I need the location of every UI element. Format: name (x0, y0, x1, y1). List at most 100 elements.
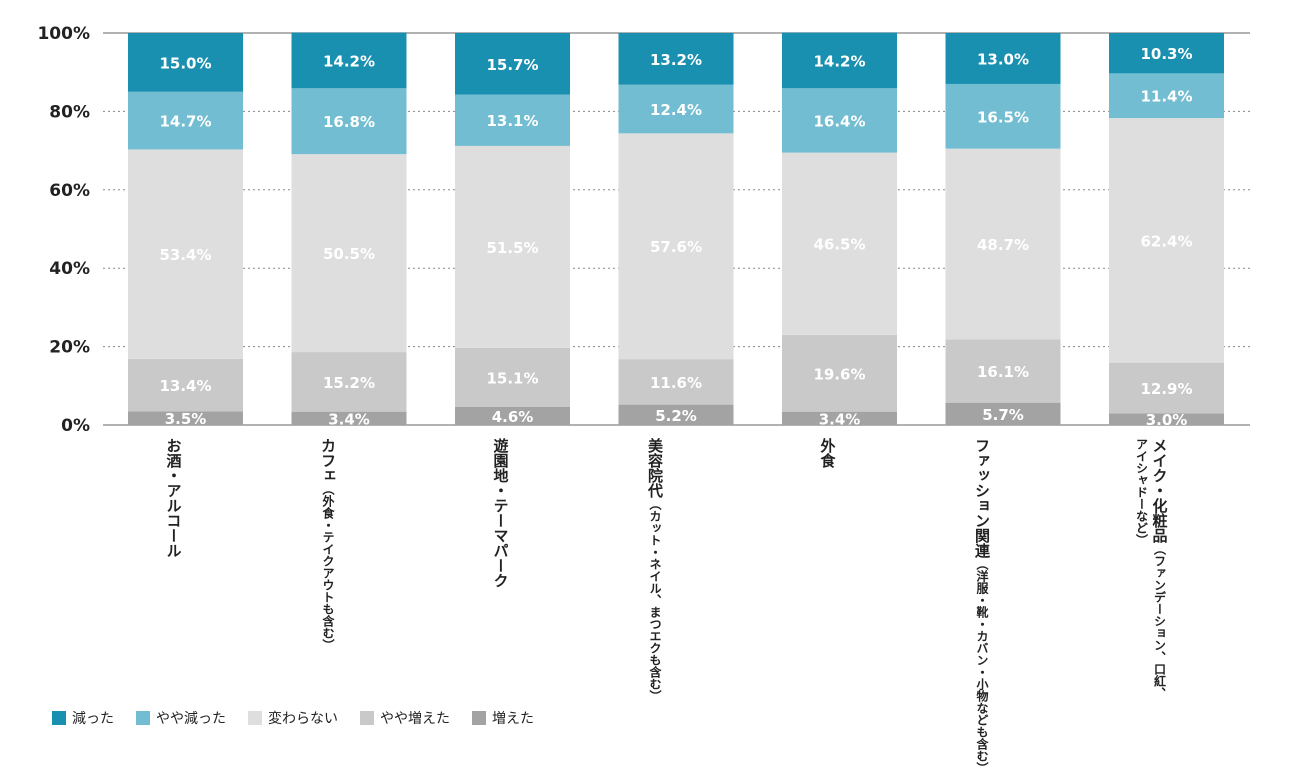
legend-swatch (52, 711, 66, 725)
x-category-label: メイク・化粧品（ファンデーション、口紅、 アイシャドーなど） (1133, 438, 1169, 699)
y-tick-label: 40% (49, 259, 90, 279)
data-label: 14.2% (323, 52, 375, 70)
y-tick-label: 60% (49, 181, 90, 201)
data-label: 3.0% (1146, 411, 1188, 429)
y-tick-label: 0% (61, 416, 90, 436)
data-label: 16.5% (977, 108, 1029, 126)
bar-segment (945, 339, 1061, 403)
x-category-label: ファッション関連（洋服・靴・カバン・小物なども含む） (973, 438, 991, 774)
bar-segment (618, 33, 734, 85)
legend-label: やや減った (156, 711, 226, 727)
bar-segment (291, 352, 407, 412)
legend-item: 変わらない (248, 708, 338, 728)
x-category-label: 外食 (819, 438, 837, 468)
category-sub: （ファンデーション、口紅、 アイシャドーなど） (1134, 438, 1167, 699)
legend-swatch (472, 711, 486, 725)
data-label: 16.4% (813, 112, 865, 130)
category-sub: （洋服・靴・カバン・小物なども含む） (975, 558, 989, 774)
legend-item: やや増えた (360, 708, 450, 728)
data-label: 12.9% (1140, 380, 1192, 398)
x-category-label: 遊園地・テーマパーク (492, 438, 510, 588)
bar-segment (945, 402, 1061, 425)
bar-segment (455, 406, 570, 425)
legend-swatch (136, 711, 150, 725)
category-main: カフェ (319, 438, 337, 483)
legend: 減った やや減った 変わらない やや増えた 増えた (52, 708, 534, 728)
data-label: 13.2% (650, 51, 702, 69)
category-main: 遊園地・テーマパーク (491, 438, 510, 588)
data-label: 5.7% (982, 406, 1024, 424)
legend-item: 増えた (472, 708, 534, 728)
data-label: 15.0% (159, 54, 211, 72)
bar-segment (618, 404, 734, 425)
data-label: 11.4% (1140, 88, 1192, 106)
legend-label: 減った (72, 711, 114, 727)
data-label: 53.4% (159, 246, 211, 264)
data-label: 3.4% (819, 410, 861, 428)
bar-segment (945, 83, 1061, 149)
bar-segment (782, 152, 897, 335)
data-label: 51.5% (486, 239, 538, 257)
bar-segment (291, 154, 407, 353)
bar-segment (1109, 413, 1224, 425)
stacked-bar-chart: 0% 20% 40% 60% 80% 100% 3.5% 13.4% 53.4% 14.7% 15.… (37, 24, 1250, 436)
data-label: 10.3% (1140, 45, 1192, 63)
bar-segment (1109, 33, 1224, 74)
bar-segment (945, 148, 1061, 340)
data-label: 48.7% (977, 236, 1029, 254)
x-category-label: 美容院代（カット・ネイル、まつエクも含む） (646, 438, 664, 702)
legend-label: やや増えた (380, 711, 450, 727)
data-label: 13.0% (977, 50, 1029, 68)
bar-segment (618, 84, 734, 134)
bar-segment (1109, 118, 1224, 363)
bar-segment (128, 411, 243, 425)
y-tick-label: 100% (37, 24, 90, 44)
legend-label: 増えた (492, 711, 534, 727)
category-main: 外食 (818, 438, 837, 468)
bar-segment (455, 145, 570, 348)
data-label: 15.7% (486, 56, 538, 74)
bar-segment (782, 334, 897, 412)
legend-swatch (248, 711, 262, 725)
data-label: 46.5% (813, 236, 865, 254)
data-label: 5.2% (655, 407, 697, 425)
legend-item: やや減った (136, 708, 226, 728)
data-label: 3.4% (328, 410, 370, 428)
bar-segment (128, 91, 243, 150)
bar-segment (618, 133, 734, 360)
category-sub: （カット・ネイル、まつエクも含む） (648, 498, 662, 702)
bar-segment (128, 33, 243, 92)
category-main: お酒・アルコール (164, 438, 183, 558)
data-label: 13.1% (486, 112, 538, 130)
data-label: 16.8% (323, 113, 375, 131)
bar-segment (782, 411, 897, 425)
data-label: 16.1% (977, 363, 1029, 381)
x-category-label: カフェ（外食・テイクアウトも含む） (319, 438, 337, 651)
data-label: 19.6% (813, 365, 865, 383)
category-main: 美容院代 (646, 438, 664, 498)
bar-segment (945, 33, 1061, 84)
bar-segment (291, 411, 407, 425)
data-label: 50.5% (323, 245, 375, 263)
bar-segment (455, 33, 570, 95)
legend-swatch (360, 711, 374, 725)
legend-label: 変わらない (268, 711, 338, 727)
category-sub: （外食・テイクアウトも含む） (321, 483, 335, 651)
y-tick-label: 80% (49, 102, 90, 122)
bar-segment (128, 149, 243, 359)
data-label: 15.1% (486, 369, 538, 387)
bar-segment (782, 88, 897, 153)
data-label: 14.7% (159, 113, 211, 131)
data-label: 62.4% (1140, 232, 1192, 250)
data-label: 4.6% (492, 408, 534, 426)
bar-segment (291, 32, 407, 89)
bar-segment (455, 347, 570, 407)
category-main: ファッション関連 (973, 438, 991, 558)
bar-segment (1109, 73, 1224, 119)
y-tick-label: 20% (49, 338, 90, 358)
data-label: 57.6% (650, 238, 702, 256)
data-label: 11.6% (650, 374, 702, 392)
data-label: 14.2% (813, 52, 865, 70)
data-label: 13.4% (159, 377, 211, 395)
bar-segment (1109, 362, 1224, 414)
